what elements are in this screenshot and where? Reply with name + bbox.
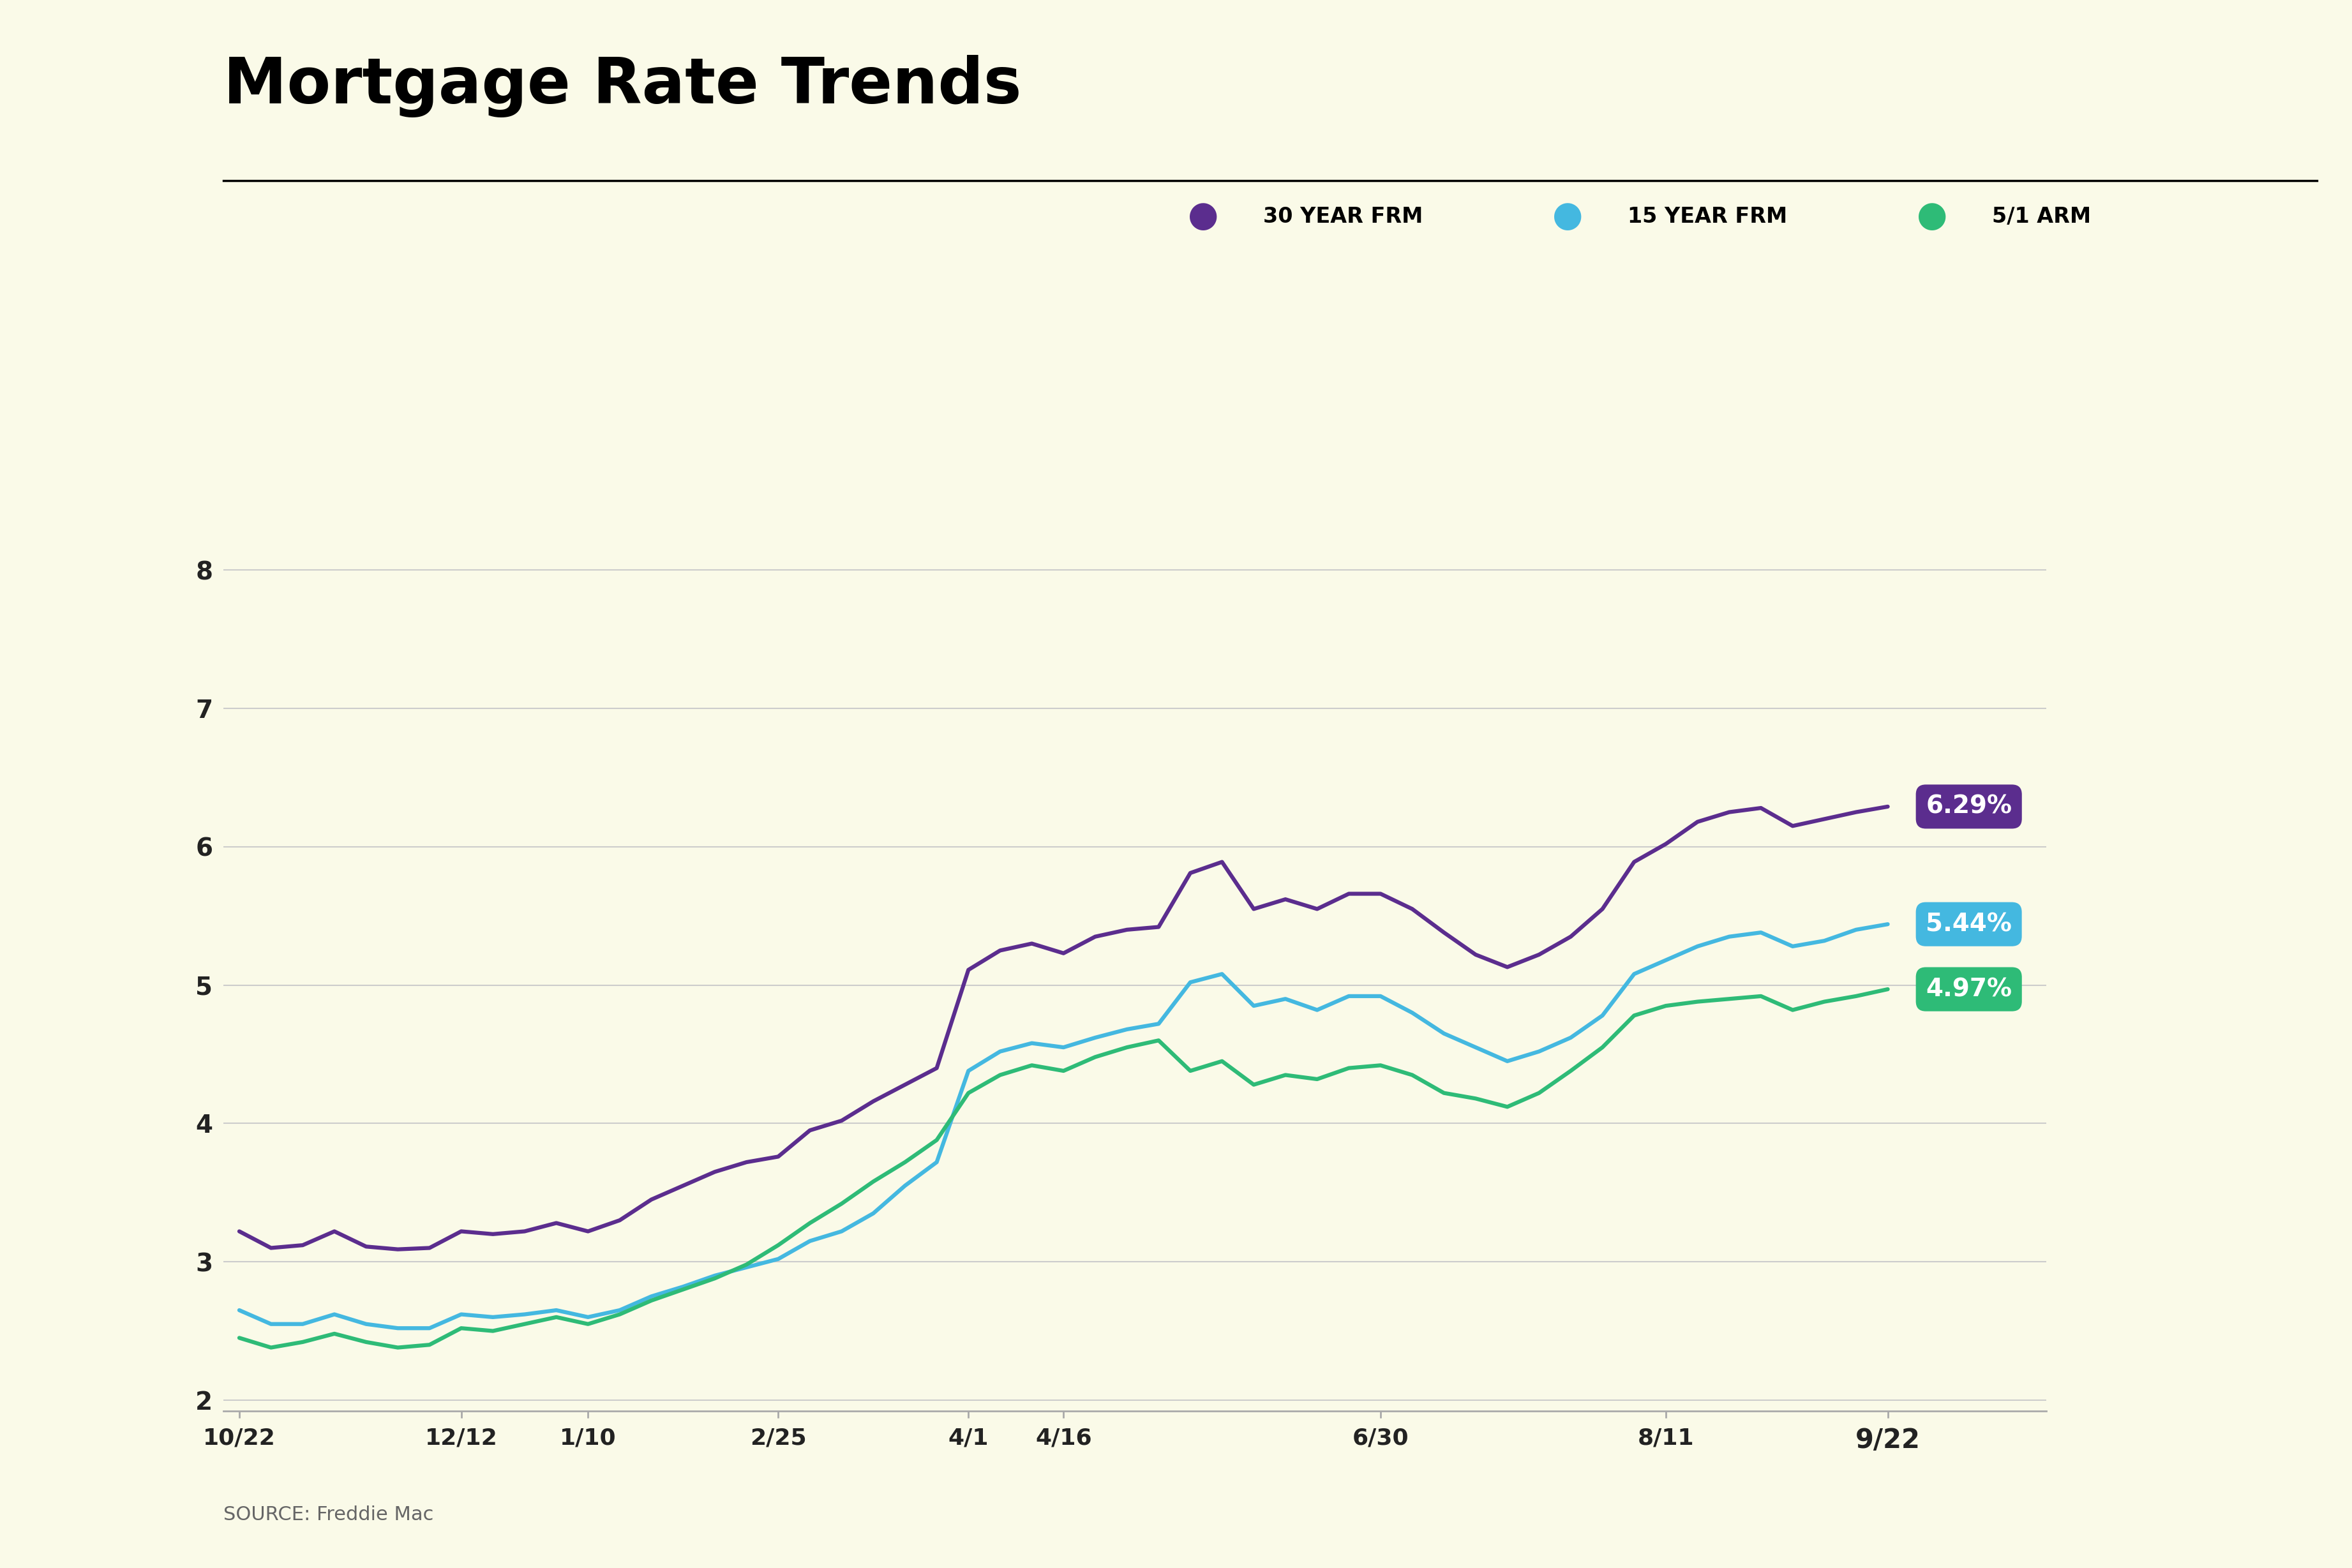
Text: ●: ● [1917, 199, 1947, 234]
Text: ●: ● [1188, 199, 1218, 234]
Text: 5.44%: 5.44% [1926, 913, 2011, 936]
Text: 6.29%: 6.29% [1926, 795, 2011, 818]
Text: SOURCE: Freddie Mac: SOURCE: Freddie Mac [223, 1505, 433, 1524]
Text: Mortgage Rate Trends: Mortgage Rate Trends [223, 55, 1021, 118]
Text: 15 YEAR FRM: 15 YEAR FRM [1628, 205, 1788, 227]
Text: ●: ● [1552, 199, 1583, 234]
Text: 5/1 ARM: 5/1 ARM [1992, 205, 2091, 227]
Text: 30 YEAR FRM: 30 YEAR FRM [1263, 205, 1423, 227]
Text: 4.97%: 4.97% [1926, 977, 2011, 1002]
